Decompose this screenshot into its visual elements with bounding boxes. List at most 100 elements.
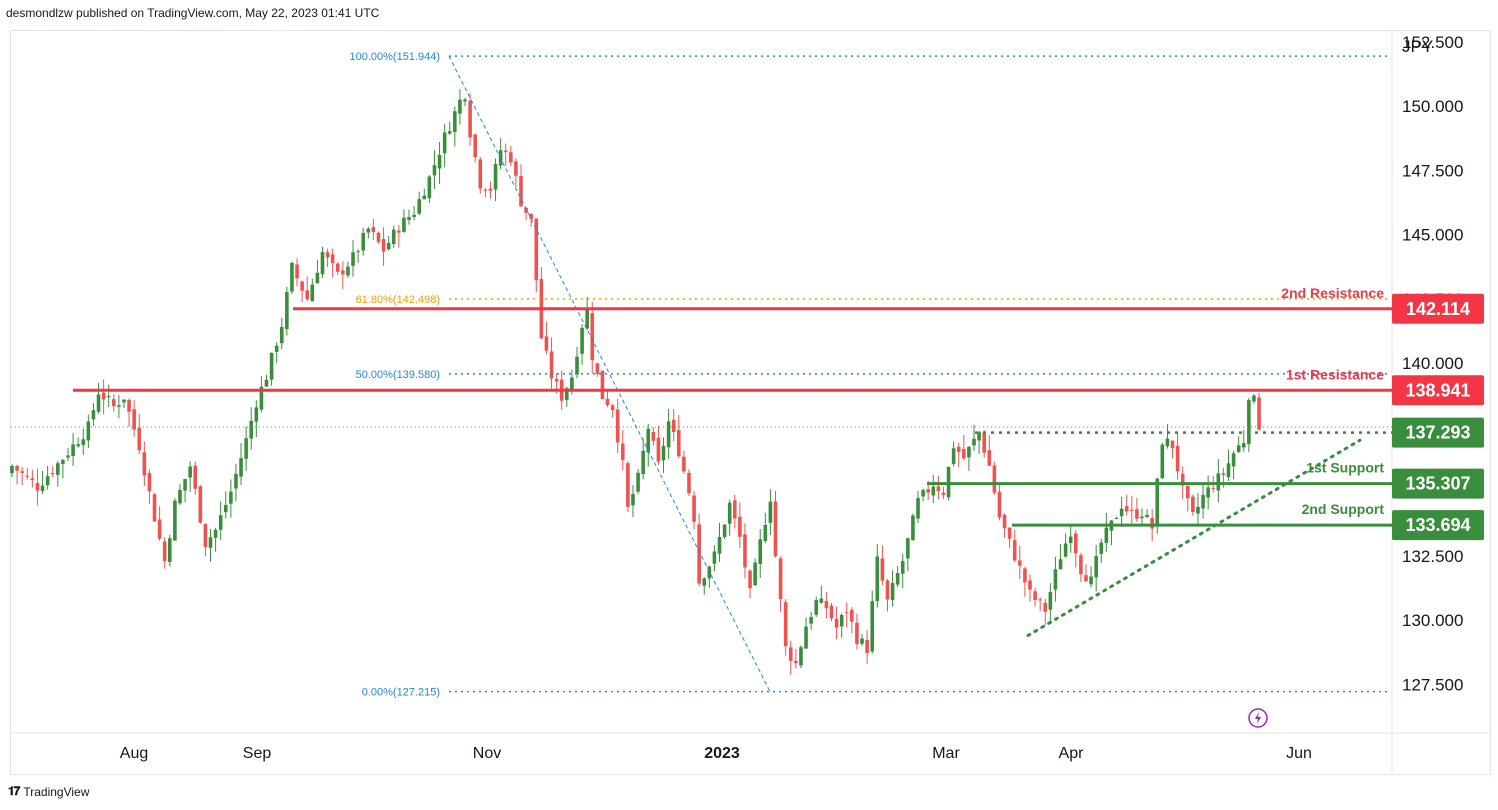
candle [412, 205, 416, 221]
candle [621, 430, 625, 471]
candle [453, 106, 457, 147]
candle [890, 570, 895, 607]
resistance-label: 2nd Resistance [1281, 285, 1384, 301]
candle [1135, 497, 1139, 523]
support-label: 1st Support [1306, 460, 1384, 476]
candle [1038, 597, 1042, 612]
candle [580, 324, 584, 365]
candle [697, 513, 701, 587]
candle [1140, 508, 1144, 527]
candle [977, 430, 981, 454]
candle [1099, 538, 1104, 564]
x-tick-label: Sep [243, 745, 272, 762]
candle [788, 640, 793, 675]
candle [223, 491, 228, 519]
lightning-icon[interactable] [1248, 708, 1268, 728]
candle [30, 469, 35, 488]
y-tick-label: 145.000 [1402, 226, 1463, 245]
candle [351, 240, 355, 277]
candle [40, 470, 45, 494]
candle [1023, 566, 1027, 597]
candle [81, 428, 86, 455]
footer: 𝟏𝟕 TradingView [8, 784, 89, 799]
candle [636, 469, 640, 495]
tradingview-logo-icon: 𝟏𝟕 [8, 784, 20, 798]
candle [463, 97, 467, 107]
candle [1094, 544, 1098, 592]
candle [478, 157, 483, 194]
candle [529, 213, 533, 227]
y-tick-label: 140.000 [1402, 354, 1463, 373]
candle [1018, 545, 1022, 580]
candle [1257, 392, 1261, 431]
candle [310, 278, 315, 302]
resistance-label: 1st Resistance [1286, 366, 1384, 382]
candle [738, 502, 742, 548]
svg-text:142.114: 142.114 [1406, 299, 1470, 319]
candle [1216, 459, 1221, 503]
candle [509, 145, 513, 167]
candle [213, 527, 218, 552]
candle [844, 602, 849, 628]
candle [931, 474, 936, 504]
candle [895, 566, 900, 588]
candle [727, 499, 732, 536]
candle [254, 400, 259, 437]
candle [1196, 493, 1200, 525]
candle [1074, 529, 1078, 568]
candle [244, 426, 248, 471]
candle [829, 602, 834, 622]
candle [1247, 397, 1251, 453]
candle [361, 227, 366, 256]
candle [626, 461, 630, 512]
candle [794, 649, 798, 669]
candle [183, 478, 187, 503]
candle [575, 347, 579, 379]
candle [25, 467, 30, 480]
candle [356, 249, 360, 263]
x-tick-label: Jun [1286, 745, 1312, 762]
candle [1185, 485, 1190, 512]
y-tick-label: 130.000 [1402, 611, 1463, 630]
candle [865, 629, 869, 664]
candle [1160, 442, 1165, 479]
candle [137, 413, 142, 455]
candle [391, 225, 396, 248]
candle [641, 438, 645, 480]
candle [417, 191, 421, 216]
candle [982, 430, 986, 458]
candle [956, 442, 961, 468]
candle [1119, 497, 1124, 527]
candle [850, 607, 854, 634]
candle [631, 485, 635, 518]
candle [335, 262, 340, 276]
candle [295, 258, 299, 287]
publisher-caption: desmondlzw published on TradingView.com,… [6, 6, 380, 20]
candle [173, 498, 177, 541]
candle [458, 89, 462, 125]
y-tick-label: 132.500 [1402, 547, 1463, 566]
candle [122, 399, 126, 408]
candle [1201, 483, 1205, 519]
candle [229, 479, 233, 518]
chart-frame [10, 30, 1491, 775]
candle [142, 441, 147, 487]
candle [442, 123, 447, 168]
candle [692, 491, 696, 530]
candle [61, 458, 65, 479]
candle [422, 188, 427, 200]
candle [1191, 494, 1195, 516]
candle [712, 545, 717, 572]
candle [397, 225, 401, 248]
candle [1079, 552, 1083, 583]
candle [366, 226, 371, 239]
candle [1124, 494, 1129, 516]
candle [427, 175, 432, 203]
fib-level-label: 50.00%(139.580) [356, 369, 440, 381]
candle [15, 464, 19, 485]
candle [274, 342, 279, 364]
candle [71, 432, 75, 467]
candle [911, 513, 915, 541]
rising-trendline [1026, 438, 1362, 637]
